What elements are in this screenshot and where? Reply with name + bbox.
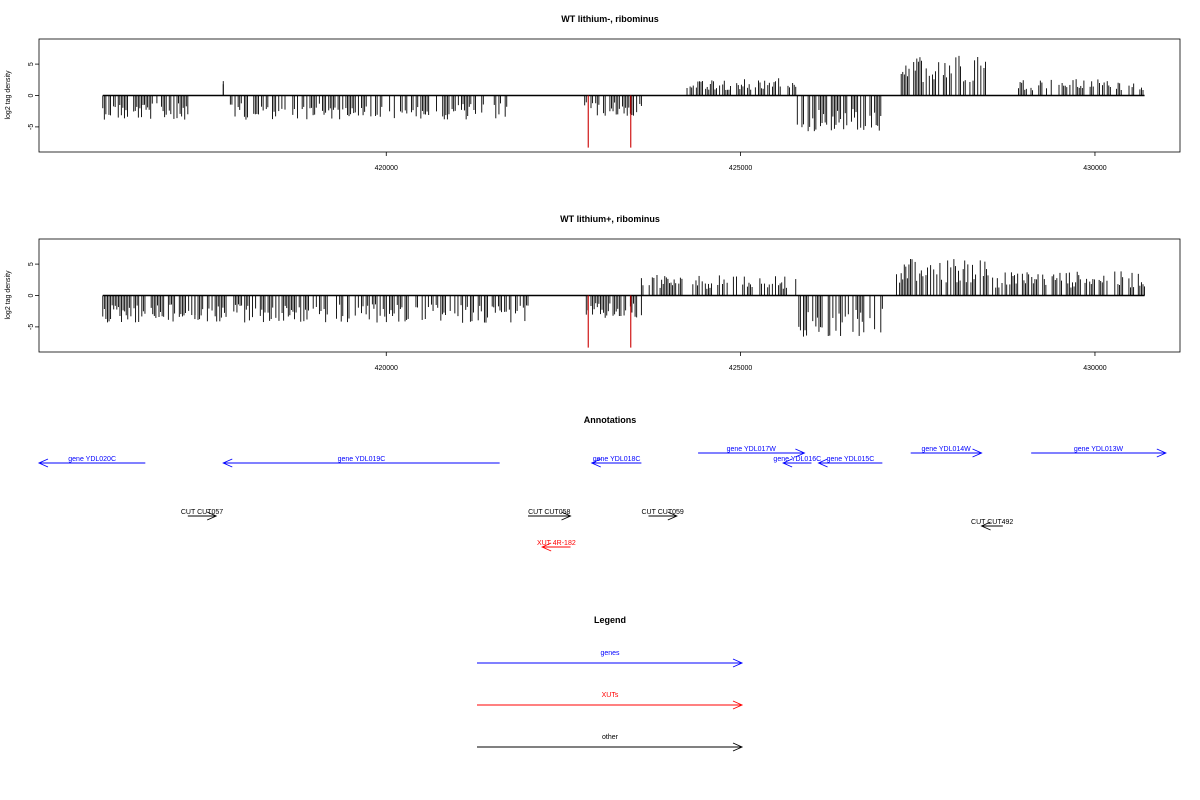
feature-annotation[interactable]: gene YDL019C [222,456,500,468]
track-panel-lithium-minus: WT lithium-, ribominus log2 tag density … [5,14,1181,172]
legend-label: other [602,734,619,741]
feature-arrow-head [980,521,991,531]
feature-annotation[interactable]: gene YDL013W [1031,446,1167,458]
feature-arrow-head [222,458,233,468]
feature-arrow-head [206,511,218,521]
y-axis-label: log2 tag density [5,270,12,320]
feature-arrow-head [561,511,572,521]
legend-entry: XUTs [477,692,744,710]
feature-arrow-head [782,458,793,468]
feature-label: CUT CUT492 [971,519,1013,526]
feature-label: gene YDL020C [68,456,116,463]
feature-annotation[interactable]: CUT CUT059 [642,509,684,521]
feature-annotation[interactable]: gene YDL015C [817,456,883,468]
feature-arrow-head [37,458,49,468]
legend-entry: other [477,734,744,752]
y-tick-label: -5 [28,124,35,130]
legend-label: XUTs [602,692,619,699]
feature-label: CUT CUT058 [528,509,570,516]
feature-label: gene YDL018C [593,456,641,463]
feature-arrow-head [972,448,983,458]
y-tick-label: -5 [28,324,35,330]
x-tick-label: 420000 [375,365,398,372]
feature-label: gene YDL013W [1074,446,1124,453]
x-tick-label: 420000 [375,165,398,172]
feature-label: gene YDL015C [827,456,875,463]
feature-annotation[interactable]: XUT 4R-182 [537,540,576,552]
x-tick-label: 430000 [1083,165,1106,172]
legend-arrow-head [732,700,744,710]
feature-label: XUT 4R-182 [537,540,576,547]
legend: Legend genes XUTs other [477,615,744,752]
feature-arrow-head [590,458,601,468]
feature-annotation[interactable]: CUT CUT058 [528,509,572,521]
legend-arrow-head [732,658,744,668]
feature-annotation[interactable]: gene YDL018C [590,456,642,468]
feature-arrow-head [795,448,806,458]
y-tick-label: 0 [28,93,35,97]
feature-label: CUT CUT059 [642,509,684,516]
y-tick-label: 5 [28,62,35,66]
feature-arrow-head [667,511,678,521]
feature-label: gene YDL014W [921,446,971,453]
feature-annotation[interactable]: CUT CUT492 [971,519,1013,531]
y-axis-label: log2 tag density [5,70,12,120]
feature-annotation[interactable]: gene YDL017W [698,446,806,458]
feature-label: gene YDL017W [727,446,777,453]
track-panel-lithium-plus: WT lithium+, ribominus log2 tag density … [5,214,1181,372]
y-tick-label: 5 [28,262,35,266]
track-title: WT lithium+, ribominus [560,214,660,224]
legend-arrow-head [732,742,744,752]
x-tick-label: 430000 [1083,365,1106,372]
feature-arrow-head [1156,448,1167,458]
feature-annotation[interactable]: gene YDL016C [773,456,821,468]
feature-label: gene YDL016C [773,456,821,463]
feature-annotation[interactable]: gene YDL020C [37,456,146,468]
feature-label: gene YDL019C [338,456,386,463]
feature-annotation[interactable]: CUT CUT057 [181,509,223,521]
feature-arrow-head [817,458,828,468]
track-title: WT lithium-, ribominus [561,14,659,24]
legend-label: genes [600,650,620,657]
feature-label: CUT CUT057 [181,509,223,516]
feature-arrow-head [541,542,552,552]
legend-title: Legend [594,615,626,625]
legend-entry: genes [477,650,744,668]
feature-annotation[interactable]: gene YDL014W [910,446,983,458]
x-tick-label: 425000 [729,165,752,172]
annotations-panel: Annotations gene YDL020C gene YDL019C gene… [37,415,1167,552]
x-tick-label: 425000 [729,365,752,372]
annotations-title: Annotations [584,415,637,425]
y-tick-label: 0 [28,293,35,297]
